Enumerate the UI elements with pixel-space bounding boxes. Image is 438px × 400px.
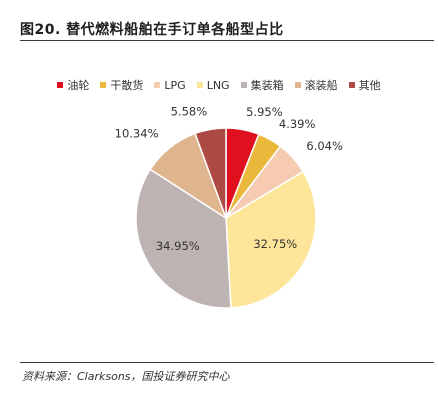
legend-swatch (240, 82, 247, 88)
slice-value-label: 6.04% (306, 139, 343, 153)
legend-label: 滚装船 (304, 79, 338, 92)
slice-value-label: 5.58% (171, 105, 208, 119)
slice-value-label: 5.95% (246, 105, 283, 119)
slice-value-label: 4.39% (279, 117, 316, 131)
source-note: 资料来源：Clarksons，国投证券研究中心 (22, 370, 230, 383)
chart-legend: 油轮 干散货 LPG LNG 集装箱 滚装船 其他 (0, 77, 438, 93)
source-divider (20, 362, 434, 363)
legend-item: 其他 (348, 77, 381, 93)
legend-item: 集装箱 (240, 77, 284, 93)
legend-label: 油轮 (67, 79, 90, 92)
legend-item: 滚装船 (294, 77, 338, 93)
pie-slice (225, 170, 317, 309)
legend-label: 其他 (358, 79, 381, 92)
legend-swatch (57, 82, 64, 88)
legend-item: LPG (154, 77, 186, 93)
title-divider (20, 40, 434, 41)
slice-value-label: 34.95% (156, 239, 200, 253)
legend-label: LPG (164, 78, 186, 92)
pie-slice (135, 168, 232, 309)
legend-swatch (348, 82, 355, 88)
legend-item: LNG (196, 77, 230, 93)
figure-title: 图20. 替代燃料船舶在手订单各船型占比 (20, 22, 284, 38)
legend-label: 集装箱 (250, 79, 284, 92)
legend-swatch (154, 82, 161, 88)
legend-label: LNG (206, 78, 230, 92)
legend-swatch (100, 82, 107, 88)
slice-value-label: 10.34% (115, 127, 159, 141)
slice-value-label: 32.75% (253, 237, 297, 251)
legend-item: 干散货 (100, 77, 143, 93)
legend-label: 干散货 (110, 79, 144, 92)
legend-swatch (294, 82, 301, 88)
legend-item: 油轮 (57, 77, 89, 93)
pie-slice (194, 127, 227, 219)
legend-swatch (196, 82, 203, 88)
